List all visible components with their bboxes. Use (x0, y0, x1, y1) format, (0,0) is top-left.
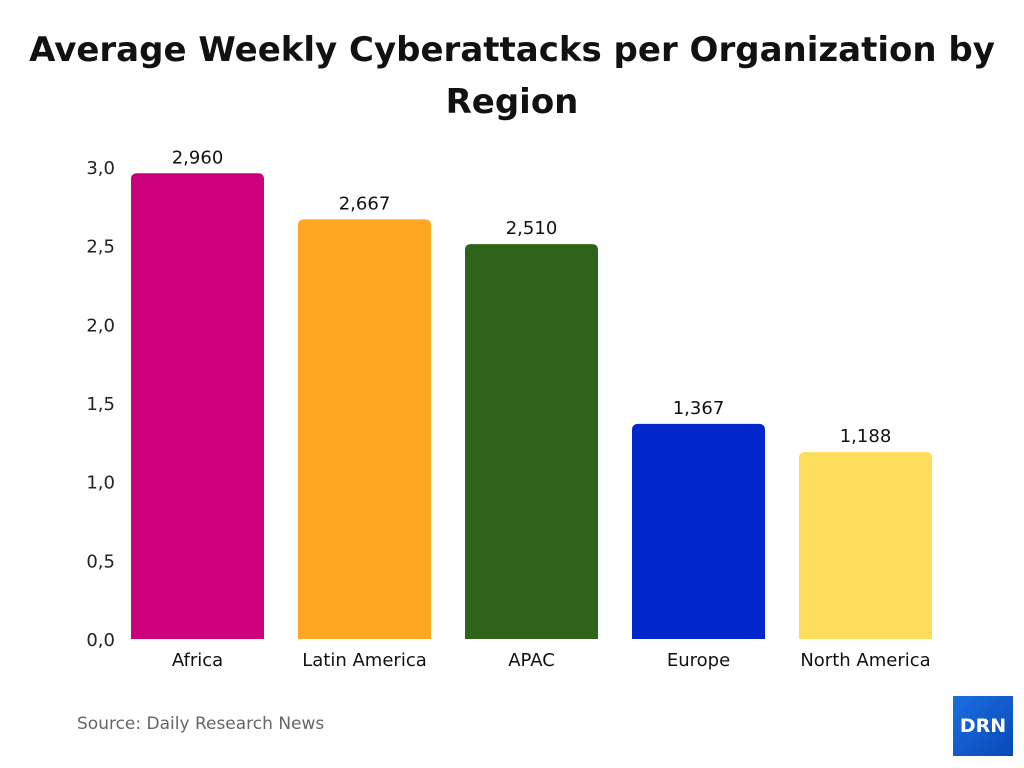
y-tick-label: 2,5 (86, 237, 115, 258)
y-tick-label: 1,0 (86, 473, 115, 494)
data-label: 1,367 (673, 398, 725, 419)
chart-title: Average Weekly Cyberattacks per Organiza… (29, 30, 995, 122)
data-label: 1,188 (840, 426, 892, 447)
data-label: 2,510 (506, 218, 558, 239)
y-tick-label: 1,5 (86, 394, 115, 415)
bar-europe (632, 423, 765, 639)
y-tick-label: 3,0 (86, 158, 115, 179)
x-tick-label: Africa (172, 650, 223, 671)
source-note: Source: Daily Research News (77, 714, 325, 734)
x-tick-label: Europe (667, 650, 730, 671)
y-tick-label: 0,5 (86, 551, 115, 572)
x-tick-label: Latin America (302, 650, 427, 671)
y-tick-label: 2,0 (86, 315, 115, 336)
bar-latin-america (298, 219, 431, 639)
drn-logo: DRN (953, 696, 1013, 756)
x-tick-label: North America (800, 650, 930, 671)
bar-north-america (799, 452, 932, 639)
data-label: 2,667 (339, 193, 391, 214)
y-tick-label: 0,0 (86, 630, 115, 651)
data-label: 2,960 (172, 147, 224, 168)
bar-africa (131, 173, 264, 639)
x-tick-label: APAC (508, 650, 555, 671)
bar-apac (465, 244, 598, 640)
